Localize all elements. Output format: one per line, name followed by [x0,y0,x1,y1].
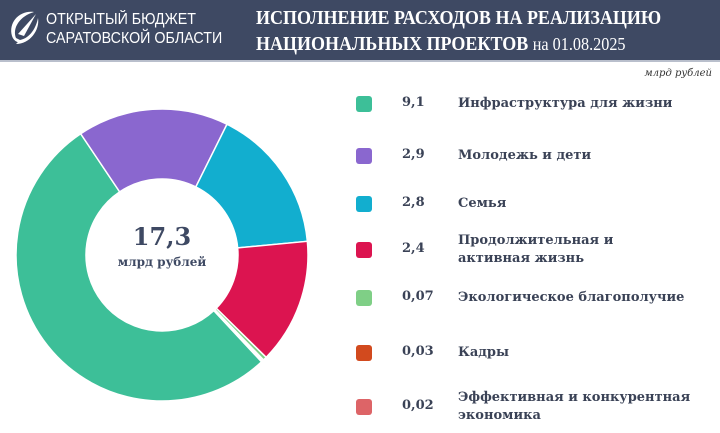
legend-value: 2,8 [402,195,425,210]
legend-label: Продолжительная и активная жизнь [458,233,614,266]
legend-label: Семья [458,196,507,211]
brand-name: ОТКРЫТЫЙ БЮДЖЕТ САРАТОВСКОЙ ОБЛАСТИ [46,11,223,47]
legend-swatch [356,196,372,212]
legend-value: 2,4 [402,241,425,256]
legend-item: 2,4 Продолжительная и активная жизнь [352,232,712,266]
report-date: на 01.08.2025 [532,34,626,54]
legend-value: 2,9 [402,147,425,162]
donut-chart [15,108,309,402]
legend-label: Кадры [458,345,510,360]
legend-item: 2,8 Семья [352,195,712,215]
legend-value: 9,1 [402,95,425,110]
legend-label: Молодежь и дети [458,148,592,163]
donut-center: 17,3 млрд рублей [102,222,222,269]
legend-label: Экологическое благополучие [458,290,685,305]
header: ОТКРЫТЫЙ БЮДЖЕТ САРАТОВСКОЙ ОБЛАСТИ ИСПОЛ… [0,0,720,62]
legend-swatch [356,96,372,112]
legend-label: Инфраструктура для жизни [458,96,673,111]
unit-label: млрд рублей [644,68,712,79]
legend-item: 0,03 Кадры [352,344,712,364]
donut-slice [212,309,264,363]
page-title: ИСПОЛНЕНИЕ РАСХОДОВ НА РЕАЛИЗАЦИЮ НАЦИОНА… [256,7,662,55]
legend-value: 0,03 [402,344,434,359]
legend-swatch [356,148,372,164]
legend-swatch [356,345,372,361]
legend-item: 9,1 Инфраструктура для жизни [352,95,712,115]
legend-swatch [356,242,372,258]
logo-icon [11,11,39,44]
legend-item: 2,9 Молодежь и дети [352,147,712,167]
legend-value: 0,07 [402,289,434,304]
total-unit: млрд рублей [117,255,207,269]
legend-label: Эффективная и конкурентная экономика [458,390,691,423]
legend-swatch [356,399,372,415]
total-value: 17,3 [132,222,192,251]
legend-item: 0,02 Эффективная и конкурентная экономика [352,389,712,423]
legend-swatch [356,290,372,306]
donut-slice [15,132,263,402]
legend-item: 0,07 Экологическое благополучие [352,289,712,309]
legend-value: 0,02 [402,398,434,413]
